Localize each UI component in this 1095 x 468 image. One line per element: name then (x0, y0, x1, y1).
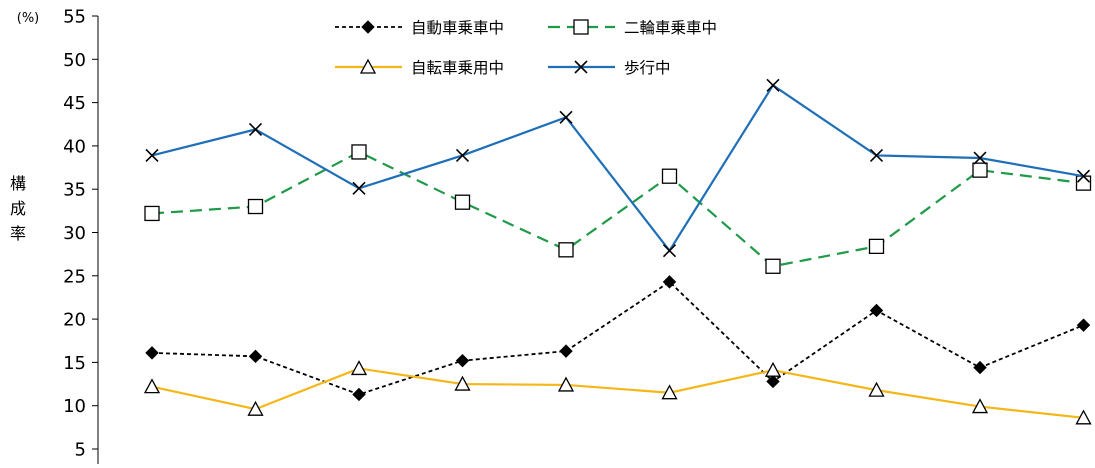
y-tick-label: 25 (63, 266, 86, 287)
data-point-marker (662, 244, 677, 258)
series-line (151, 280, 1084, 396)
data-point-marker (455, 148, 470, 162)
data-point-marker (662, 275, 677, 289)
y-axis-title-char: 構 (10, 174, 26, 193)
y-tick-label: 5 (75, 440, 86, 461)
data-point-marker (868, 381, 885, 397)
data-point-marker (248, 122, 263, 137)
series-line (151, 367, 1084, 419)
series-3 (143, 360, 1092, 425)
y-tick-label: 10 (63, 396, 86, 417)
data-point-marker (454, 194, 471, 210)
y-tick-label: 55 (63, 7, 86, 28)
data-point-marker (248, 349, 263, 364)
data-point-marker (764, 361, 782, 377)
data-point-marker (351, 144, 367, 160)
legend-label: 二輪車乗車中 (624, 19, 717, 37)
data-point-marker (247, 198, 264, 215)
data-point-marker (1076, 318, 1091, 332)
y-axis: 5 10 15 20 25 30 35 40 45 50 55 (63, 7, 99, 464)
legend-label: 自動車乗車中 (411, 19, 504, 37)
data-point-marker (350, 360, 368, 376)
y-tick-label: 35 (63, 180, 86, 201)
data-point-marker (869, 148, 884, 162)
y-tick-label: 15 (63, 353, 86, 374)
series-line (151, 150, 1084, 268)
data-point-marker (869, 303, 884, 318)
y-tick-label: 45 (63, 93, 86, 114)
data-point-marker (868, 238, 885, 255)
data-point-marker (973, 360, 987, 375)
data-point-marker (145, 148, 159, 162)
series-lines (143, 78, 1092, 425)
data-point-marker (765, 258, 781, 274)
data-point-marker (247, 400, 264, 416)
data-point-marker (1075, 175, 1092, 191)
series-4 (145, 78, 1091, 258)
data-point-marker (573, 19, 589, 35)
data-point-marker (352, 181, 366, 195)
data-point-marker (574, 60, 588, 74)
data-point-marker (454, 375, 471, 391)
legend-item-3: 自転車乗用中 (335, 58, 504, 77)
data-point-marker (559, 110, 573, 124)
y-tick-label: 50 (63, 50, 86, 71)
legend-label: 自転車乗用中 (411, 59, 504, 77)
y-unit-label: (%) (17, 11, 40, 26)
data-point-marker (557, 376, 575, 392)
legend-label: 歩行中 (624, 59, 671, 77)
data-point-marker (145, 346, 159, 360)
data-point-marker (359, 58, 377, 74)
data-point-marker (766, 78, 780, 92)
data-point-marker (143, 378, 161, 394)
data-point-marker (558, 242, 574, 258)
data-point-marker (455, 353, 470, 368)
y-axis-title-char: 成 (10, 199, 26, 218)
data-point-marker (661, 168, 678, 184)
data-point-marker (971, 398, 989, 414)
data-point-marker (1075, 409, 1092, 425)
legend-item-1: 自動車乗車中 (335, 19, 504, 37)
data-point-marker (352, 387, 366, 402)
data-point-marker (972, 162, 988, 178)
data-point-marker (144, 205, 160, 222)
data-point-marker (1076, 169, 1091, 183)
y-axis-title: 構成率 (10, 174, 26, 243)
series-line (151, 83, 1084, 253)
legend-item-2: 二輪車乗車中 (548, 19, 717, 37)
series-2 (144, 144, 1092, 274)
legend-item-4: 歩行中 (548, 59, 671, 77)
data-point-marker (973, 151, 987, 165)
y-axis-title-char: 率 (10, 224, 26, 243)
series-1 (145, 275, 1091, 402)
data-point-marker (559, 344, 573, 358)
y-tick-label: 40 (63, 136, 86, 157)
y-tick-label: 30 (63, 223, 86, 244)
data-point-marker (361, 20, 375, 34)
y-tick-label: 20 (63, 310, 86, 331)
data-point-marker (766, 374, 780, 389)
data-point-marker (661, 384, 678, 400)
